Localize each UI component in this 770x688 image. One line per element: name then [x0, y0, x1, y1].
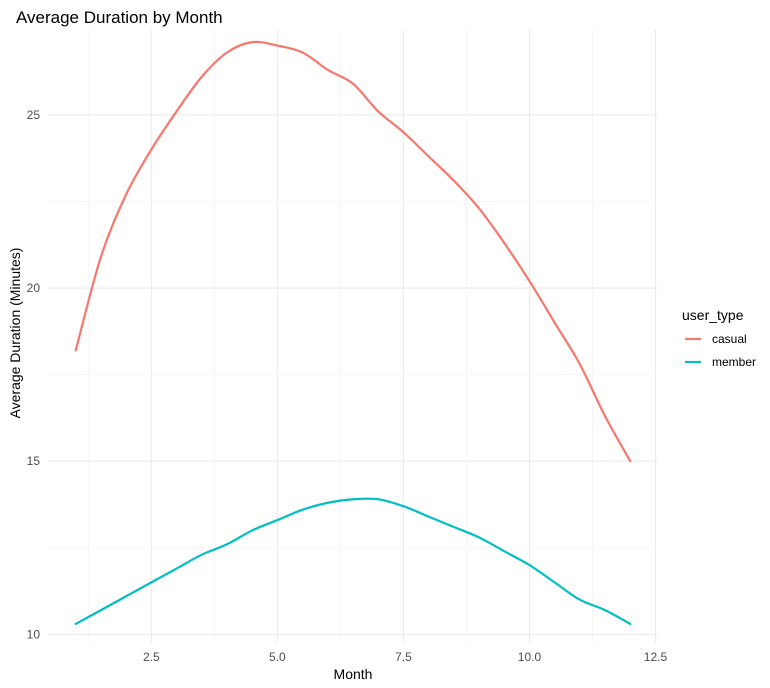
y-tick-label: 20: [27, 281, 41, 295]
x-tick-label: 5.0: [269, 650, 286, 664]
x-axis-title: Month: [334, 666, 373, 682]
legend: user_type casual member: [682, 307, 756, 369]
legend-label-member: member: [712, 355, 756, 369]
x-tick-label: 7.5: [395, 650, 412, 664]
legend-item-member: member: [685, 355, 756, 369]
legend-item-casual: casual: [685, 332, 747, 346]
x-axis-ticks: 2.5 5.0 7.5 10.0 12.5: [143, 650, 667, 664]
y-axis-ticks: 10 15 20 25: [27, 108, 41, 641]
legend-title: user_type: [682, 307, 744, 323]
legend-items: casual member: [685, 332, 756, 369]
chart-title: Average Duration by Month: [16, 8, 223, 27]
legend-label-casual: casual: [712, 332, 747, 346]
minor-gridlines: [48, 30, 658, 643]
major-gridlines: [48, 30, 658, 643]
x-tick-label: 12.5: [644, 650, 668, 664]
series-line-member: [74, 497, 632, 626]
y-tick-label: 10: [27, 627, 41, 641]
x-tick-label: 10.0: [518, 650, 542, 664]
series-line-casual: [74, 40, 632, 463]
x-tick-label: 2.5: [143, 650, 160, 664]
y-tick-label: 15: [27, 454, 41, 468]
series-lines: [74, 40, 632, 626]
y-tick-label: 25: [27, 108, 41, 122]
y-axis-title: Average Duration (Minutes): [7, 248, 23, 419]
